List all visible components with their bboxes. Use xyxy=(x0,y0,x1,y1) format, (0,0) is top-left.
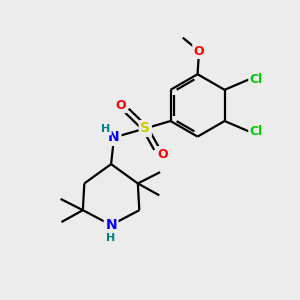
Text: H: H xyxy=(101,124,110,134)
Text: O: O xyxy=(115,99,126,112)
Text: Cl: Cl xyxy=(250,125,263,138)
Text: S: S xyxy=(140,122,150,136)
Text: N: N xyxy=(108,130,120,144)
Text: N: N xyxy=(105,218,117,232)
Text: O: O xyxy=(158,148,168,160)
Text: H: H xyxy=(106,232,116,242)
Text: O: O xyxy=(194,44,204,58)
Text: Cl: Cl xyxy=(250,73,263,86)
